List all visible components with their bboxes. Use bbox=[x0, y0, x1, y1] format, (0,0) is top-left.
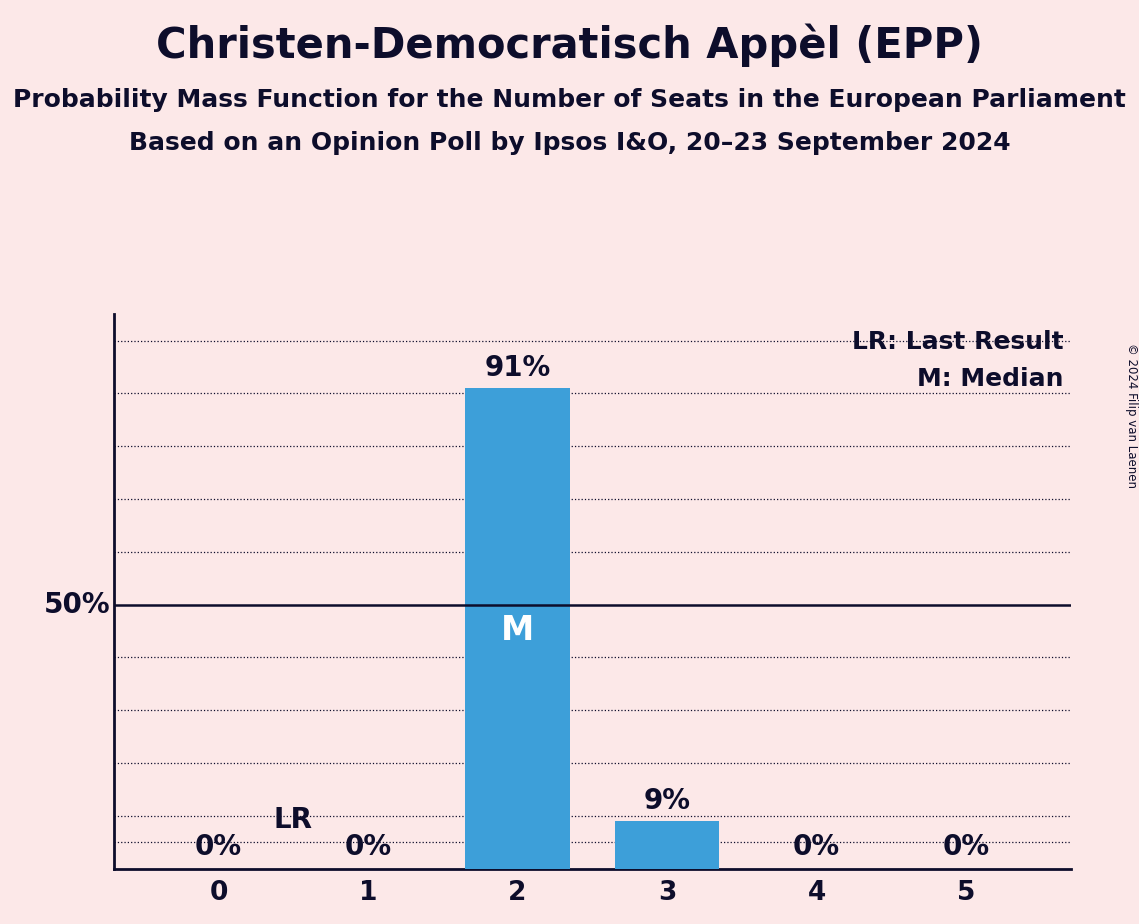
Text: 0%: 0% bbox=[793, 833, 841, 860]
Text: © 2024 Filip van Laenen: © 2024 Filip van Laenen bbox=[1124, 344, 1138, 488]
Text: 0%: 0% bbox=[195, 833, 243, 860]
Text: M: M bbox=[501, 614, 534, 648]
Text: 9%: 9% bbox=[644, 786, 690, 815]
Text: Probability Mass Function for the Number of Seats in the European Parliament: Probability Mass Function for the Number… bbox=[13, 88, 1126, 112]
Bar bbox=[615, 821, 720, 869]
Text: LR: Last Result: LR: Last Result bbox=[852, 330, 1063, 354]
Text: Based on an Opinion Poll by Ipsos I&O, 20–23 September 2024: Based on an Opinion Poll by Ipsos I&O, 2… bbox=[129, 131, 1010, 155]
Text: 0%: 0% bbox=[344, 833, 392, 860]
Bar bbox=[465, 388, 570, 869]
Text: 50%: 50% bbox=[44, 590, 110, 618]
Text: M: Median: M: Median bbox=[917, 367, 1063, 391]
Text: 0%: 0% bbox=[942, 833, 990, 860]
Text: 91%: 91% bbox=[484, 354, 550, 382]
Text: LR: LR bbox=[273, 807, 313, 834]
Text: Christen-Democratisch Appèl (EPP): Christen-Democratisch Appèl (EPP) bbox=[156, 23, 983, 67]
